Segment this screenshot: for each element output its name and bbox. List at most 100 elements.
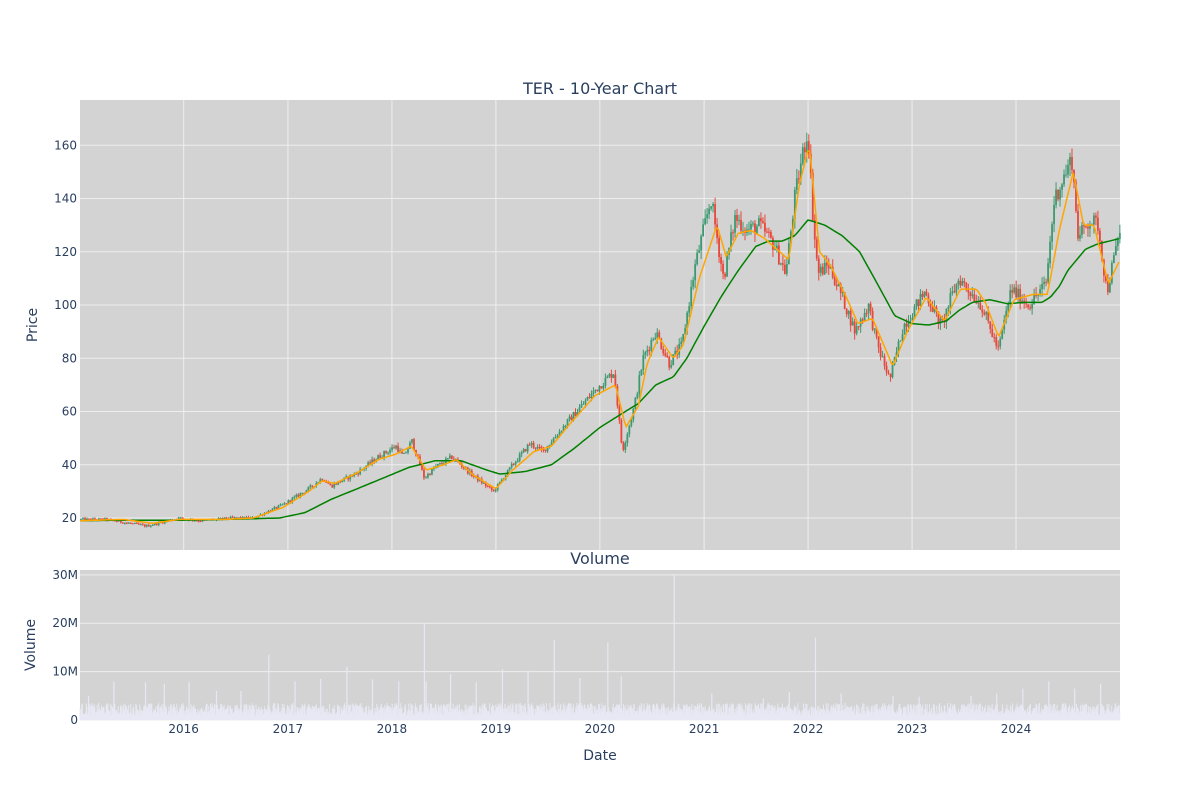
candle-body xyxy=(1069,156,1071,166)
candle-body xyxy=(98,518,100,520)
candle-body xyxy=(959,280,962,286)
x-tick-label: 2018 xyxy=(377,722,408,736)
candle-body xyxy=(680,341,683,344)
candle-body xyxy=(698,250,701,253)
candle-body xyxy=(550,442,553,446)
candle-body xyxy=(492,489,495,491)
candle-body xyxy=(803,147,806,153)
candle-body xyxy=(161,522,164,524)
candle-body xyxy=(658,332,661,339)
candle-body xyxy=(853,321,856,334)
candle-body xyxy=(121,522,124,524)
candle-body xyxy=(901,334,904,341)
candle-body xyxy=(576,411,579,417)
candle-body xyxy=(135,522,138,524)
candle-body xyxy=(622,442,625,450)
volume-y-tick-label: 0 xyxy=(70,713,78,727)
candle-body xyxy=(421,465,423,470)
candle-body xyxy=(349,475,352,480)
x-tick-label: 2019 xyxy=(481,722,512,736)
candle-body xyxy=(317,482,320,484)
candle-body xyxy=(690,286,693,307)
candle-body xyxy=(1019,288,1022,304)
candle-body xyxy=(371,459,374,464)
candle-body xyxy=(393,447,395,449)
candle-body xyxy=(644,352,647,356)
candle-body xyxy=(708,208,710,215)
candle-body xyxy=(756,226,758,234)
candle-body xyxy=(181,517,184,519)
candle-body xyxy=(552,438,555,443)
candle-body xyxy=(726,254,728,277)
candle-body xyxy=(684,328,687,335)
candle-body xyxy=(875,328,878,337)
candle-body xyxy=(102,518,104,520)
candle-body xyxy=(1114,245,1117,256)
candle-body xyxy=(596,389,599,392)
candle-body xyxy=(528,444,531,446)
candle-body xyxy=(1095,215,1097,218)
candle-body xyxy=(772,237,774,250)
candle-body xyxy=(750,224,752,230)
candle-body xyxy=(616,385,619,406)
candle-body xyxy=(626,434,629,444)
volume-chart-title: Volume xyxy=(570,549,630,568)
candle-body xyxy=(1061,184,1063,190)
candle-body xyxy=(125,522,128,524)
candle-body xyxy=(712,203,714,207)
candle-body xyxy=(736,215,738,221)
candle-body xyxy=(548,445,551,447)
candle-body xyxy=(143,524,146,527)
candle-body xyxy=(425,477,427,479)
candle-body xyxy=(833,277,836,285)
x-tick-label: 2023 xyxy=(897,722,928,736)
candle-body xyxy=(301,492,304,494)
candle-body xyxy=(506,469,509,476)
candle-body xyxy=(357,473,360,475)
candle-body xyxy=(612,374,615,378)
candle-body xyxy=(516,460,519,462)
candle-body xyxy=(909,320,912,322)
candle-body xyxy=(129,522,132,524)
price-y-tick-label: 120 xyxy=(54,245,77,259)
candle-body xyxy=(793,189,796,219)
candle-body xyxy=(855,326,858,334)
candle-body xyxy=(760,218,762,222)
candle-body xyxy=(686,312,689,329)
candle-body xyxy=(694,264,697,281)
candle-body xyxy=(961,281,964,286)
candle-body xyxy=(843,292,846,309)
candle-body xyxy=(702,224,705,237)
candle-body xyxy=(971,294,974,297)
volume-bars xyxy=(79,574,1121,720)
price-y-tick-label: 60 xyxy=(62,405,77,419)
candle-body xyxy=(293,496,296,498)
candle-body xyxy=(815,239,818,259)
candle-body xyxy=(668,356,671,368)
candle-body xyxy=(925,291,928,296)
candle-body xyxy=(536,446,539,449)
candle-body xyxy=(157,522,160,525)
candle-body xyxy=(841,292,844,294)
price-chart-title: TER - 10-Year Chart xyxy=(522,79,677,98)
x-axis-label: Date xyxy=(583,748,616,764)
candle-body xyxy=(584,400,587,404)
candle-body xyxy=(80,518,82,520)
candle-body xyxy=(1083,225,1085,227)
candle-body xyxy=(1089,225,1091,229)
candle-body xyxy=(377,455,379,460)
candle-body xyxy=(486,485,489,487)
candle-body xyxy=(897,341,900,353)
candle-body xyxy=(614,374,617,386)
candle-body xyxy=(951,291,954,294)
price-y-tick-label: 80 xyxy=(62,351,77,365)
candle-body xyxy=(119,520,122,523)
candle-body xyxy=(291,497,294,502)
candle-body xyxy=(602,385,605,389)
candle-body xyxy=(337,481,340,485)
candle-body xyxy=(823,262,826,275)
candle-body xyxy=(604,377,607,386)
candle-body xyxy=(775,245,778,250)
candle-body xyxy=(811,172,814,221)
candle-body xyxy=(217,518,220,520)
